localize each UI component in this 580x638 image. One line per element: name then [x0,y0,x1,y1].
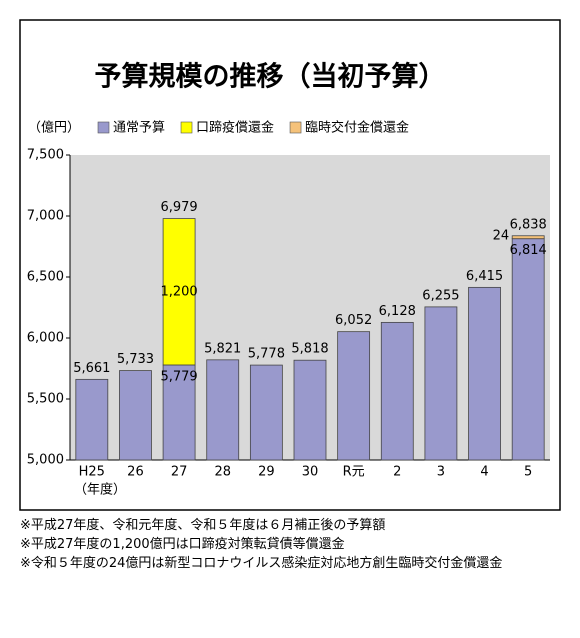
y-tick-label: 5,500 [27,392,64,407]
legend-swatch [180,121,193,134]
data-label: 5,818 [291,342,328,357]
x-tick-label: 30 [302,465,319,480]
bar-segment [75,378,109,461]
bar-segment [293,359,327,461]
note: ※平成27年度、令和元年度、令和５年度は６月補正後の予算額 [20,518,386,533]
notes: ※平成27年度、令和元年度、令和５年度は６月補正後の予算額 ※平成27年度の1,2… [20,516,565,573]
data-label: 5,661 [73,361,110,376]
data-label: 6,128 [379,304,416,319]
bar-segment [249,364,283,461]
bar-segment [337,331,371,461]
x-tick-label: 29 [258,465,275,480]
legend-swatch [97,121,110,134]
bar-segment [511,235,545,240]
y-tick-label: 6,500 [27,270,64,285]
bar-segment [206,359,240,461]
data-label: 6,415 [466,269,503,284]
data-label: 5,733 [117,352,154,367]
data-label: 6,814 [510,243,547,258]
x-tick-label: 5 [524,465,532,480]
x-tick-label: 26 [127,465,144,480]
x-tick-label: 28 [214,465,231,480]
bar-segment [162,364,196,461]
y-tick-label: 6,000 [27,331,64,346]
chart: 予算規模の推移（当初予算） （億円） （年度） 5,000 5,500 6,000 6… [19,19,561,511]
note: ※令和５年度の24億円は新型コロナウイルス感染症対応地方創生臨時交付金償還金 [20,556,503,571]
x-tick-label: 27 [171,465,188,480]
bar-segment [380,321,414,461]
data-label: 1,200 [160,284,197,299]
x-tick-label: 4 [480,465,488,480]
data-label: 5,778 [248,347,285,362]
y-axis-label: （億円） [28,120,80,136]
legend-label: 口蹄疫償還金 [196,120,274,136]
x-tick-label: R元 [343,465,365,480]
total-label: 6,979 [160,200,197,215]
x-axis-label: （年度） [74,482,126,498]
legend-label: 臨時交付金償還金 [305,120,409,136]
x-tick-label: 3 [437,465,445,480]
data-label: 6,255 [422,288,459,303]
bar-segment [119,370,152,461]
bar-segment [424,306,458,461]
y-tick-label: 7,500 [27,148,64,163]
bar-segment [511,238,545,461]
x-tick-label: H25 [79,465,105,480]
bar-segment [162,218,196,366]
data-label: 5,821 [204,341,241,356]
legend-swatch [289,121,302,134]
x-tick-label: 2 [393,465,401,480]
bar-segment [468,286,501,461]
y-tick-label: 7,000 [27,209,64,224]
frame [19,19,561,511]
note: ※平成27年度の1,200億円は口蹄疫対策転貸債等償還金 [20,537,345,552]
data-label: 24 [493,228,510,243]
legend-label: 通常予算 [113,121,165,136]
chart-title: 予算規模の推移（当初予算） [95,61,446,93]
total-label: 6,838 [510,217,547,232]
y-tick-label: 5,000 [27,453,64,468]
data-label: 6,052 [335,313,372,328]
data-label: 5,779 [160,369,197,384]
